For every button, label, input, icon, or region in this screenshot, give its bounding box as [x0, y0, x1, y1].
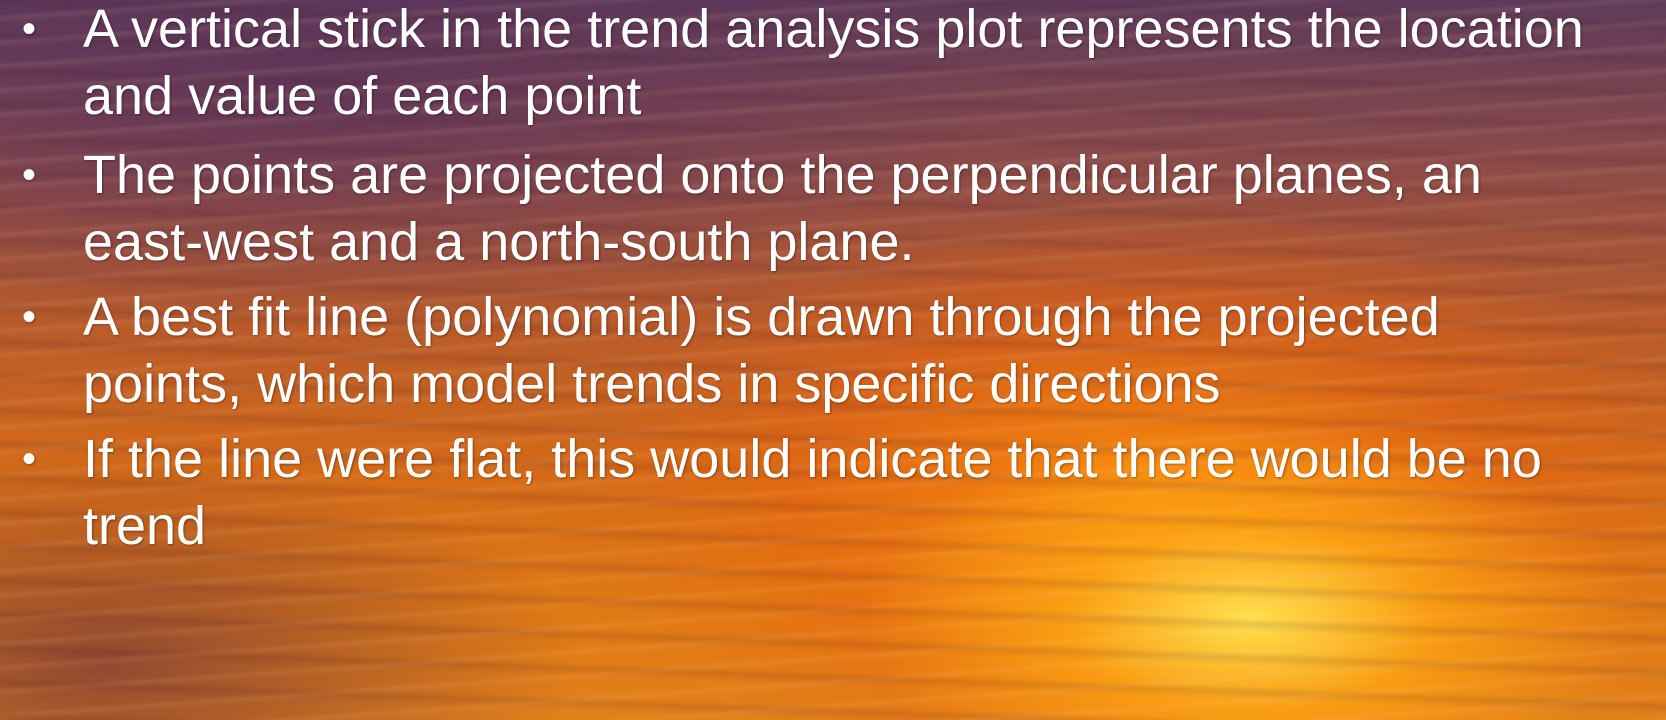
bullet-text: If the line were flat, this would indica… [83, 429, 1542, 556]
bullet-list: • A vertical stick in the trend analysis… [0, 0, 1666, 560]
bullet-dot-icon: • [22, 295, 37, 339]
bullet-text: A best fit line (polynomial) is drawn th… [83, 287, 1440, 414]
bullet-text: A vertical stick in the trend analysis p… [83, 0, 1584, 126]
bullet-dot-icon: • [22, 7, 37, 51]
bullet-item-2: • The points are projected onto the perp… [0, 142, 1666, 276]
bullet-item-4: • If the line were flat, this would indi… [0, 426, 1666, 560]
bullet-text: The points are projected onto the perpen… [83, 145, 1482, 272]
bullet-item-3: • A best fit line (polynomial) is drawn … [0, 284, 1666, 418]
bullet-dot-icon: • [22, 437, 37, 481]
bullet-dot-icon: • [22, 153, 37, 197]
bullet-item-1: • A vertical stick in the trend analysis… [0, 0, 1666, 130]
